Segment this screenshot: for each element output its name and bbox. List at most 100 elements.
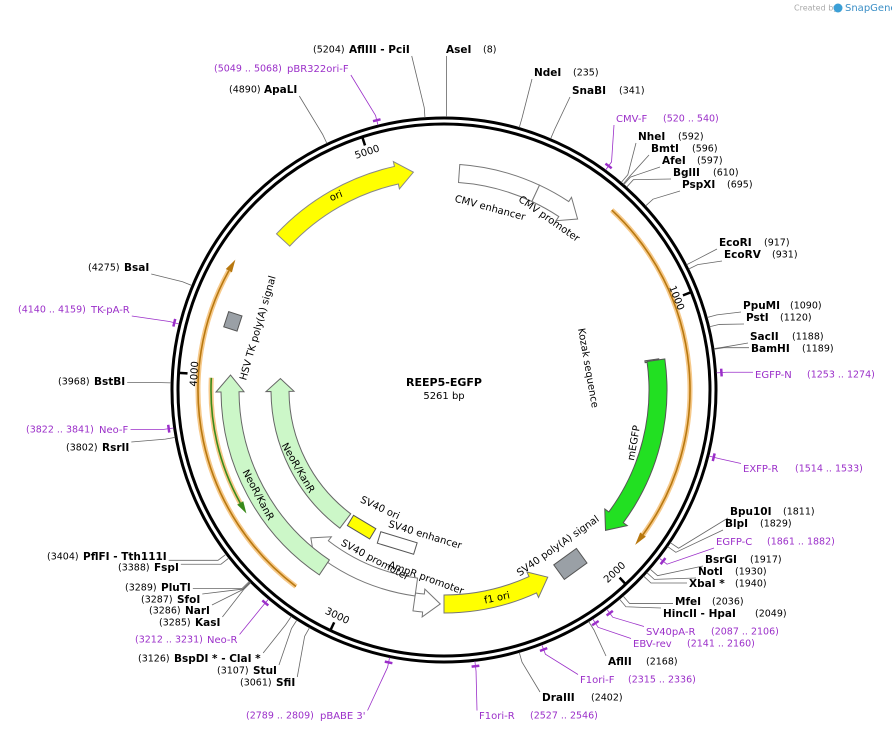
connector xyxy=(588,621,607,657)
feature-sv40-promoter xyxy=(310,536,419,597)
site-position: (235) xyxy=(573,68,599,79)
site-position: (1917) xyxy=(750,555,782,566)
connector xyxy=(622,595,673,604)
feature-sv40-enhancer xyxy=(376,531,418,555)
connector xyxy=(151,273,192,286)
site: SfiI (3061) xyxy=(240,677,295,689)
site-name: DraIII xyxy=(542,692,575,704)
site-name: SnaBI xyxy=(572,85,606,97)
site: EcoRV (931) xyxy=(724,249,798,261)
primer: SV40pA-R (2087 .. 2106) xyxy=(646,627,779,639)
primer: EGFP-C (1861 .. 1882) xyxy=(716,537,835,549)
site: SnaBI (341) xyxy=(572,85,645,97)
site: HincII - HpaI (2049) xyxy=(663,608,787,620)
feature-f1-ori xyxy=(443,571,549,614)
connector xyxy=(626,178,672,188)
brand-prefix: Created by xyxy=(794,4,838,13)
site: AflII (2168) xyxy=(608,656,678,668)
site: Bpu10I (1811) xyxy=(730,506,815,518)
connector xyxy=(192,581,250,589)
brand-name: SnapGene xyxy=(845,3,892,14)
site-position: (8) xyxy=(483,45,496,56)
connector xyxy=(131,437,176,443)
ruler-label: 3000 xyxy=(323,606,351,627)
connector xyxy=(622,154,650,185)
site-position: (3061) xyxy=(240,678,272,689)
connector xyxy=(541,644,579,675)
primer-range: (2141 .. 2160) xyxy=(687,639,755,650)
site-position: (3802) xyxy=(66,443,98,454)
site-position: (1189) xyxy=(802,344,834,355)
site-name: PluTI xyxy=(161,582,191,594)
site-name: PstI xyxy=(746,312,769,324)
connector xyxy=(168,553,227,561)
ruler-tick xyxy=(329,621,336,632)
primer-name: Neo-F xyxy=(99,425,129,436)
connector xyxy=(670,517,729,549)
site-position: (2049) xyxy=(755,609,787,620)
site: MfeI (2036) xyxy=(675,596,744,608)
site: SfoI (3287) xyxy=(141,594,200,606)
feature-ampr-promoter xyxy=(412,587,442,618)
feature-label: ori xyxy=(328,189,344,204)
site-name: PflFI - Tth111I xyxy=(83,551,167,563)
site: PflFI - Tth111I (3404) xyxy=(47,551,167,563)
site: FspI (3388) xyxy=(118,562,179,574)
site-name: NdeI xyxy=(534,67,561,79)
primer: F1ori-R (2527 .. 2546) xyxy=(479,711,598,723)
site-position: (3285) xyxy=(159,618,191,629)
site-position: (1188) xyxy=(792,332,824,343)
primer-range: (3822 .. 3841) xyxy=(26,425,94,436)
primer-range: (2527 .. 2546) xyxy=(530,711,598,722)
connector xyxy=(131,315,180,325)
feature-label: SV40 ori xyxy=(358,495,401,523)
site: BamHI (1189) xyxy=(751,343,834,355)
feature-sv40-polya xyxy=(553,547,588,581)
connector xyxy=(667,529,724,553)
primer-range: (3212 .. 3231) xyxy=(135,635,203,646)
connector xyxy=(550,96,571,139)
primer-range: (2789 .. 2809) xyxy=(246,711,314,722)
site-position: (3286) xyxy=(149,606,181,617)
site-name: BspDI * - ClaI * xyxy=(174,653,261,665)
site-name: BsaI xyxy=(124,262,149,274)
site: NheI (592) xyxy=(638,131,704,143)
site-name: BsrGI xyxy=(705,554,737,566)
site-position: (597) xyxy=(697,156,723,167)
primer: pBABE 3' (2789 .. 2809) xyxy=(246,711,366,723)
primer-range: (5049 .. 5068) xyxy=(214,64,282,75)
feature-megfp xyxy=(604,358,668,532)
brand-icon xyxy=(833,3,843,13)
connector xyxy=(709,323,745,328)
site-name: NheI xyxy=(638,131,665,143)
site: KasI (3285) xyxy=(159,617,220,629)
site-name: Bpu10I xyxy=(730,506,772,518)
primer-name: EBV-rev xyxy=(633,639,672,650)
connector xyxy=(619,598,662,609)
primer-name: EXFP-R xyxy=(743,464,778,475)
site: XbaI * (1940) xyxy=(689,578,767,590)
connector xyxy=(130,427,174,430)
site-position: (3404) xyxy=(47,552,79,563)
backbone-outer xyxy=(170,116,718,664)
connector xyxy=(713,347,749,350)
feature-neor-kanr xyxy=(264,377,352,529)
site: AflIII - PciI (5204) xyxy=(313,44,410,56)
connector xyxy=(222,582,251,618)
connector xyxy=(180,557,230,565)
ruler-tick xyxy=(178,371,188,375)
primer-range: (2315 .. 2336) xyxy=(628,675,696,686)
primer: EXFP-R (1514 .. 1533) xyxy=(743,464,863,476)
plasmid-name: REEP5-EGFP xyxy=(406,376,482,389)
primer-name: SV40pA-R xyxy=(646,627,695,638)
site: StuI (3107) xyxy=(217,665,277,677)
site-name: StuI xyxy=(253,665,277,677)
site-name: RsrII xyxy=(102,442,129,454)
site-name: AfeI xyxy=(662,155,686,167)
feature-label: Kozak sequence xyxy=(575,327,600,408)
connector xyxy=(518,78,533,128)
plasmid-length: 5261 bp xyxy=(423,391,464,402)
primer: TK-pA-R (4140 .. 4159) xyxy=(18,305,130,317)
site: PluTI (3289) xyxy=(125,582,191,594)
primer-name: TK-pA-R xyxy=(90,305,130,316)
